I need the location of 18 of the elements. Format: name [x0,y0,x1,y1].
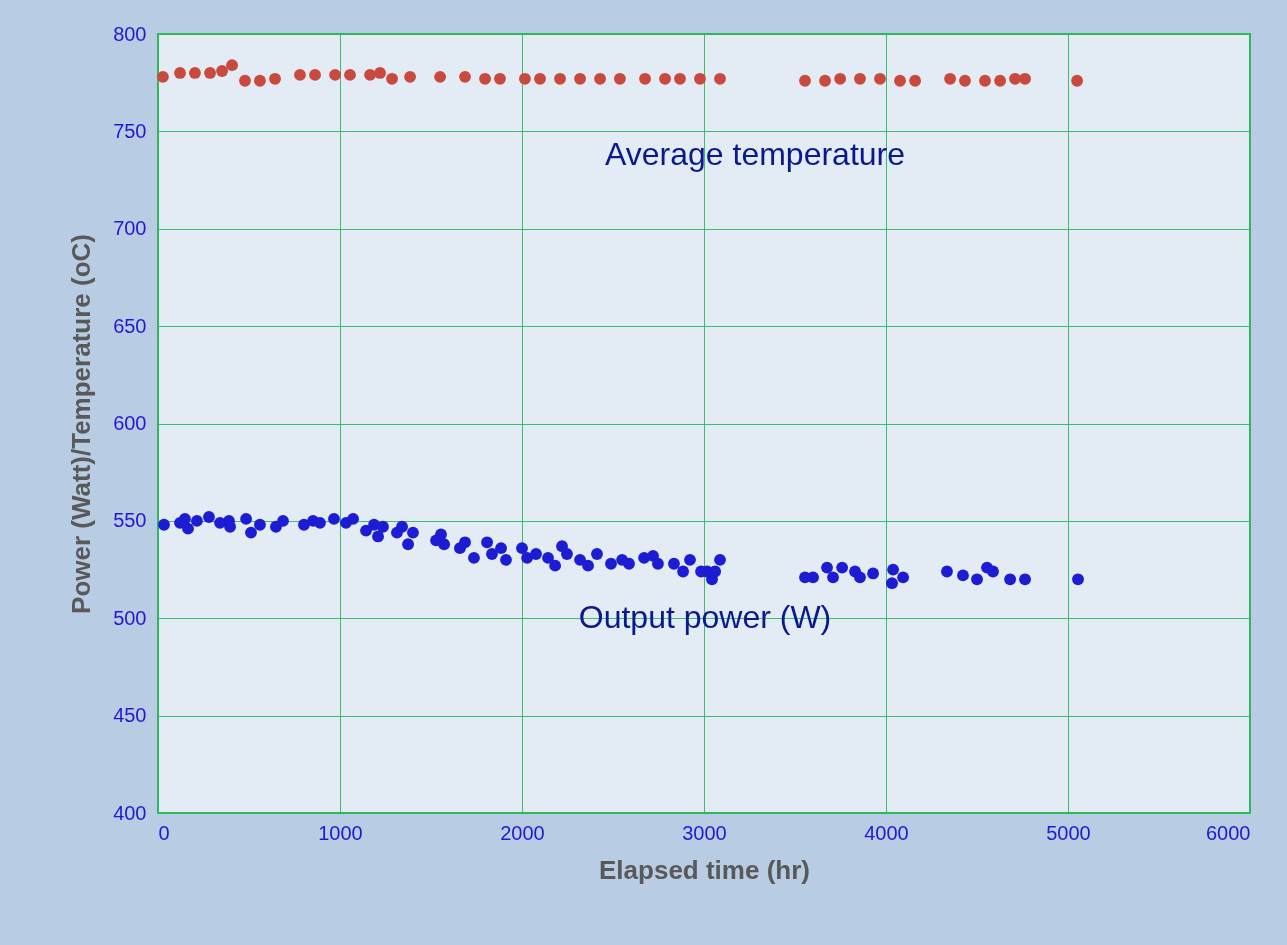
x-tick-label: 1000 [318,821,363,844]
y-tick-label: 550 [113,509,147,532]
y-tick-label: 600 [113,412,147,434]
y-tick-label: 700 [113,217,147,240]
y-tick-label: 650 [113,314,147,337]
x-tick-label: 5000 [1046,821,1091,844]
x-tick-label: 4000 [864,821,909,844]
x-tick-label: 0 [158,821,170,844]
y-tick-label: 500 [113,606,147,629]
y-axis-title: Power (Watt)/Temperature (oC) [66,234,97,614]
x-tick-label: 2000 [500,821,545,844]
y-tick-label: 800 [113,22,147,45]
x-tick-label: 6000 [1206,821,1251,844]
y-tick-label: 750 [113,119,147,142]
y-tick-label: 400 [113,801,147,824]
y-tick-label: 450 [113,704,147,727]
x-tick-label: 3000 [682,821,727,844]
x-axis-title: Elapsed time (hr) [599,854,810,885]
